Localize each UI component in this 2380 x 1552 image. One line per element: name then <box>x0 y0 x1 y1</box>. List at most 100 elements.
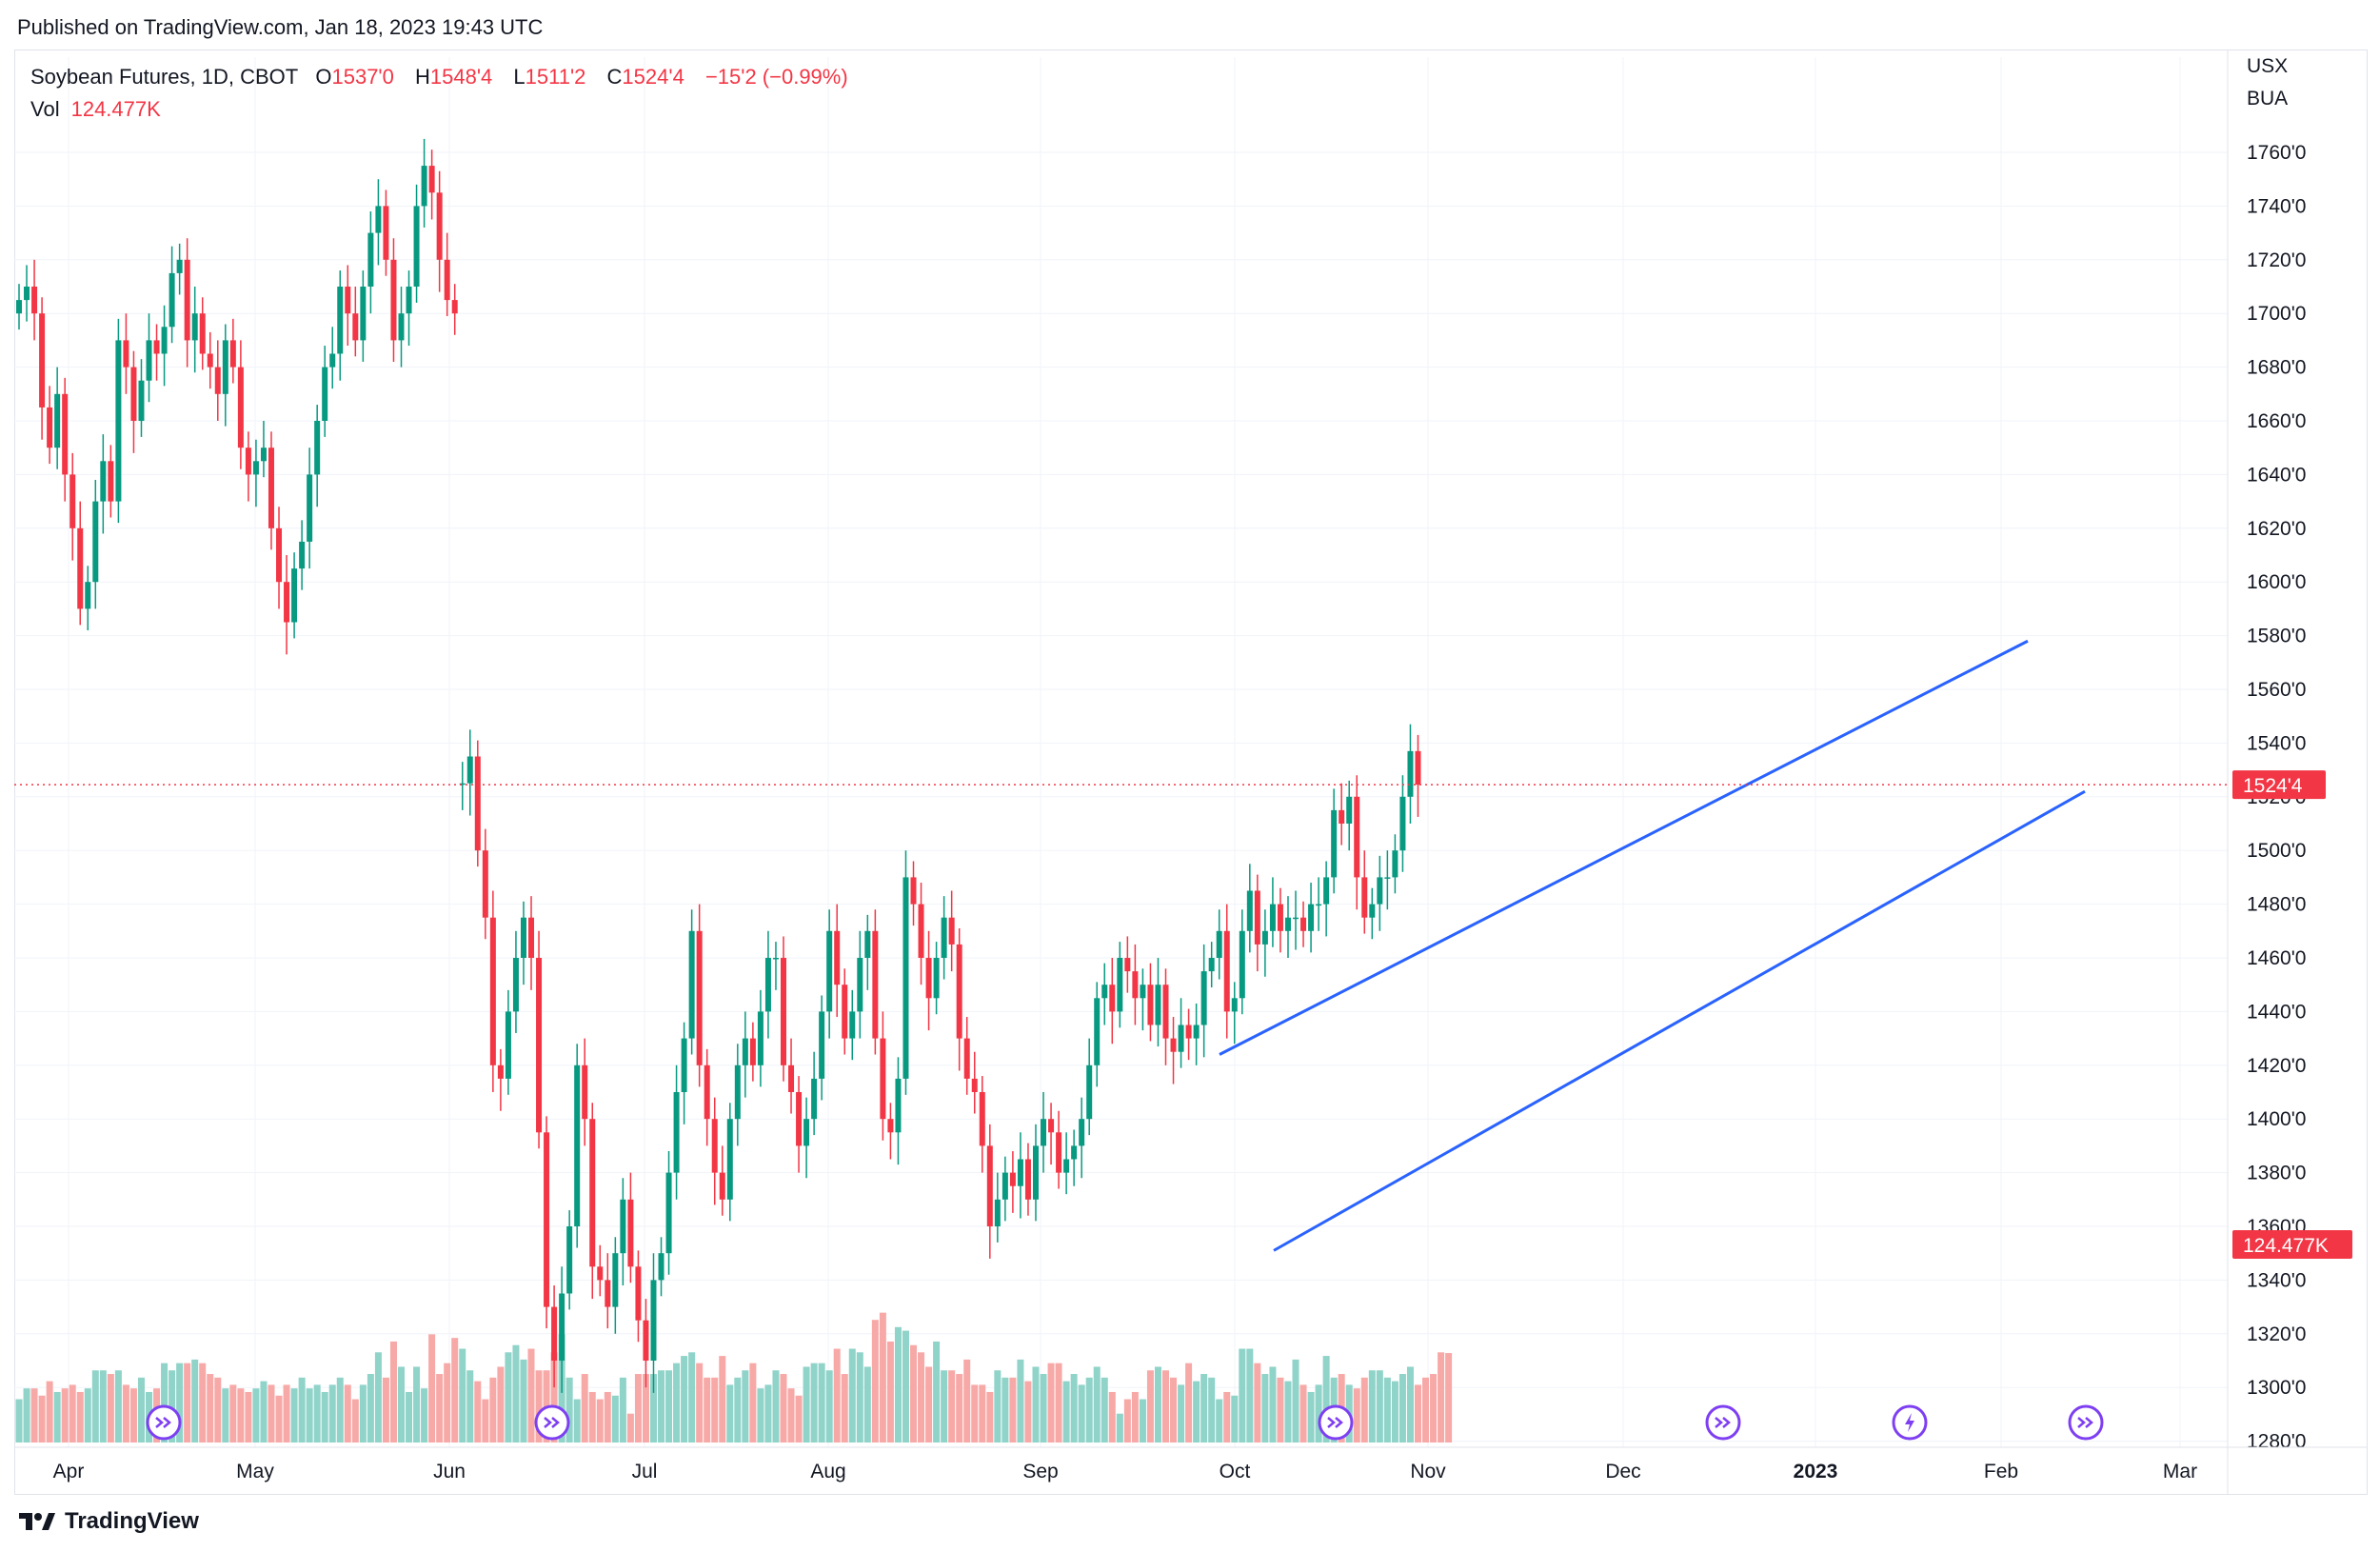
volume-bar <box>994 1370 1002 1443</box>
candle-body <box>383 206 389 260</box>
volume-bar <box>421 1388 428 1443</box>
y-tick-label: 1580'0 <box>2247 626 2306 647</box>
dividend-event-icon <box>534 1404 570 1441</box>
candle-body <box>421 166 427 207</box>
candle-body <box>1316 904 1322 906</box>
y-tick-label: 1500'0 <box>2247 840 2306 862</box>
candle-body <box>1239 930 1245 999</box>
volume-bar <box>879 1312 886 1443</box>
candle-body <box>466 756 473 784</box>
candle-body <box>31 287 38 314</box>
legend-open-label: O <box>315 65 332 89</box>
volume-bar <box>245 1391 252 1443</box>
volume-bar <box>948 1370 956 1443</box>
x-tick-label: Dec <box>1605 1461 1640 1482</box>
candle-body <box>123 340 129 368</box>
candle-body <box>559 1293 565 1361</box>
candle-body <box>375 206 382 233</box>
footer-brand[interactable]: TradingView <box>17 1508 199 1535</box>
volume-bar <box>313 1384 321 1443</box>
volume-bar <box>1047 1363 1055 1443</box>
candle-body <box>345 287 351 314</box>
candle-body <box>1361 877 1368 918</box>
candle-body <box>826 930 833 1012</box>
candle-body <box>1246 890 1253 931</box>
volume-bar <box>787 1388 795 1443</box>
candle-body <box>1369 904 1376 918</box>
candle-body <box>16 300 22 314</box>
candle-body <box>749 1038 756 1065</box>
candle-body <box>849 1011 856 1039</box>
candle-body <box>941 917 947 958</box>
candle-body <box>444 259 450 301</box>
candle-body <box>24 287 30 301</box>
volume-bar <box>344 1384 351 1443</box>
volume-bar <box>46 1381 53 1443</box>
volume-bar <box>1216 1399 1223 1443</box>
candle-body <box>489 917 496 1065</box>
candle-body <box>1101 985 1108 999</box>
candle-body <box>566 1226 573 1294</box>
candle-body <box>299 541 306 569</box>
volume-bar <box>184 1363 191 1443</box>
volume-bar <box>1269 1366 1277 1443</box>
candle-body <box>1415 750 1421 786</box>
volume-bar <box>1070 1374 1078 1443</box>
candle-body <box>986 1145 993 1226</box>
candle-body <box>307 474 313 542</box>
volume-bar <box>1284 1381 1292 1443</box>
volume-bar <box>611 1395 619 1443</box>
upper-channel-line <box>1219 639 2029 1056</box>
legend: Soybean Futures, 1D, CBOT O1537'0 H1548'… <box>30 61 848 126</box>
candle-body <box>47 407 53 448</box>
volume-bar <box>1322 1356 1330 1443</box>
volume-bar <box>688 1352 696 1443</box>
volume-bar <box>833 1348 841 1443</box>
volume-bar <box>459 1348 466 1443</box>
candle-body <box>229 340 236 368</box>
volume-bar <box>848 1348 856 1443</box>
candle-body <box>1147 985 1154 1025</box>
candle-body <box>910 877 917 905</box>
volume-bar <box>1261 1374 1269 1443</box>
volume-bar <box>956 1374 963 1443</box>
volume-bar <box>1223 1391 1231 1443</box>
legend-ohlc-row: Soybean Futures, 1D, CBOT O1537'0 H1548'… <box>30 61 848 93</box>
volume-bar <box>374 1352 382 1443</box>
last-volume-label: 124.477K <box>2243 1235 2329 1257</box>
volume-bar <box>1131 1391 1139 1443</box>
candle-body <box>1155 985 1161 1025</box>
volume-bar <box>818 1363 825 1443</box>
candle-body <box>742 1038 748 1065</box>
volume-bar <box>137 1377 145 1443</box>
volume-bar <box>23 1388 30 1443</box>
candle-body <box>1284 917 1291 931</box>
candle-body <box>589 1119 596 1267</box>
last-price-label: 1524'4 <box>2243 775 2303 797</box>
candle-body <box>108 461 114 502</box>
volume-bar <box>1422 1377 1430 1443</box>
candle-body <box>819 1011 825 1079</box>
volume-bar <box>1032 1366 1040 1443</box>
y-tick-label: 1740'0 <box>2247 195 2306 217</box>
double-chevron-icon <box>544 1417 560 1428</box>
candle-body <box>772 958 779 960</box>
candle-body <box>1017 1159 1023 1186</box>
y-tick-label: 1620'0 <box>2247 518 2306 540</box>
volume-bar <box>1093 1366 1101 1443</box>
candle-body <box>184 259 190 341</box>
y-tick-label: 1420'0 <box>2247 1055 2306 1077</box>
volume-bar <box>1055 1363 1062 1443</box>
volume-bar <box>910 1344 918 1443</box>
volume-bar <box>451 1338 459 1443</box>
lower-channel-line <box>1273 789 2086 1252</box>
candle-body <box>582 1065 588 1120</box>
candle-body <box>764 958 771 1012</box>
candle-body <box>1377 877 1383 905</box>
candle-body <box>191 313 198 341</box>
candle-body <box>933 958 940 999</box>
candle-body <box>1132 971 1139 999</box>
x-tick-label: Feb <box>1984 1461 2018 1482</box>
volume-bar <box>1430 1374 1438 1443</box>
